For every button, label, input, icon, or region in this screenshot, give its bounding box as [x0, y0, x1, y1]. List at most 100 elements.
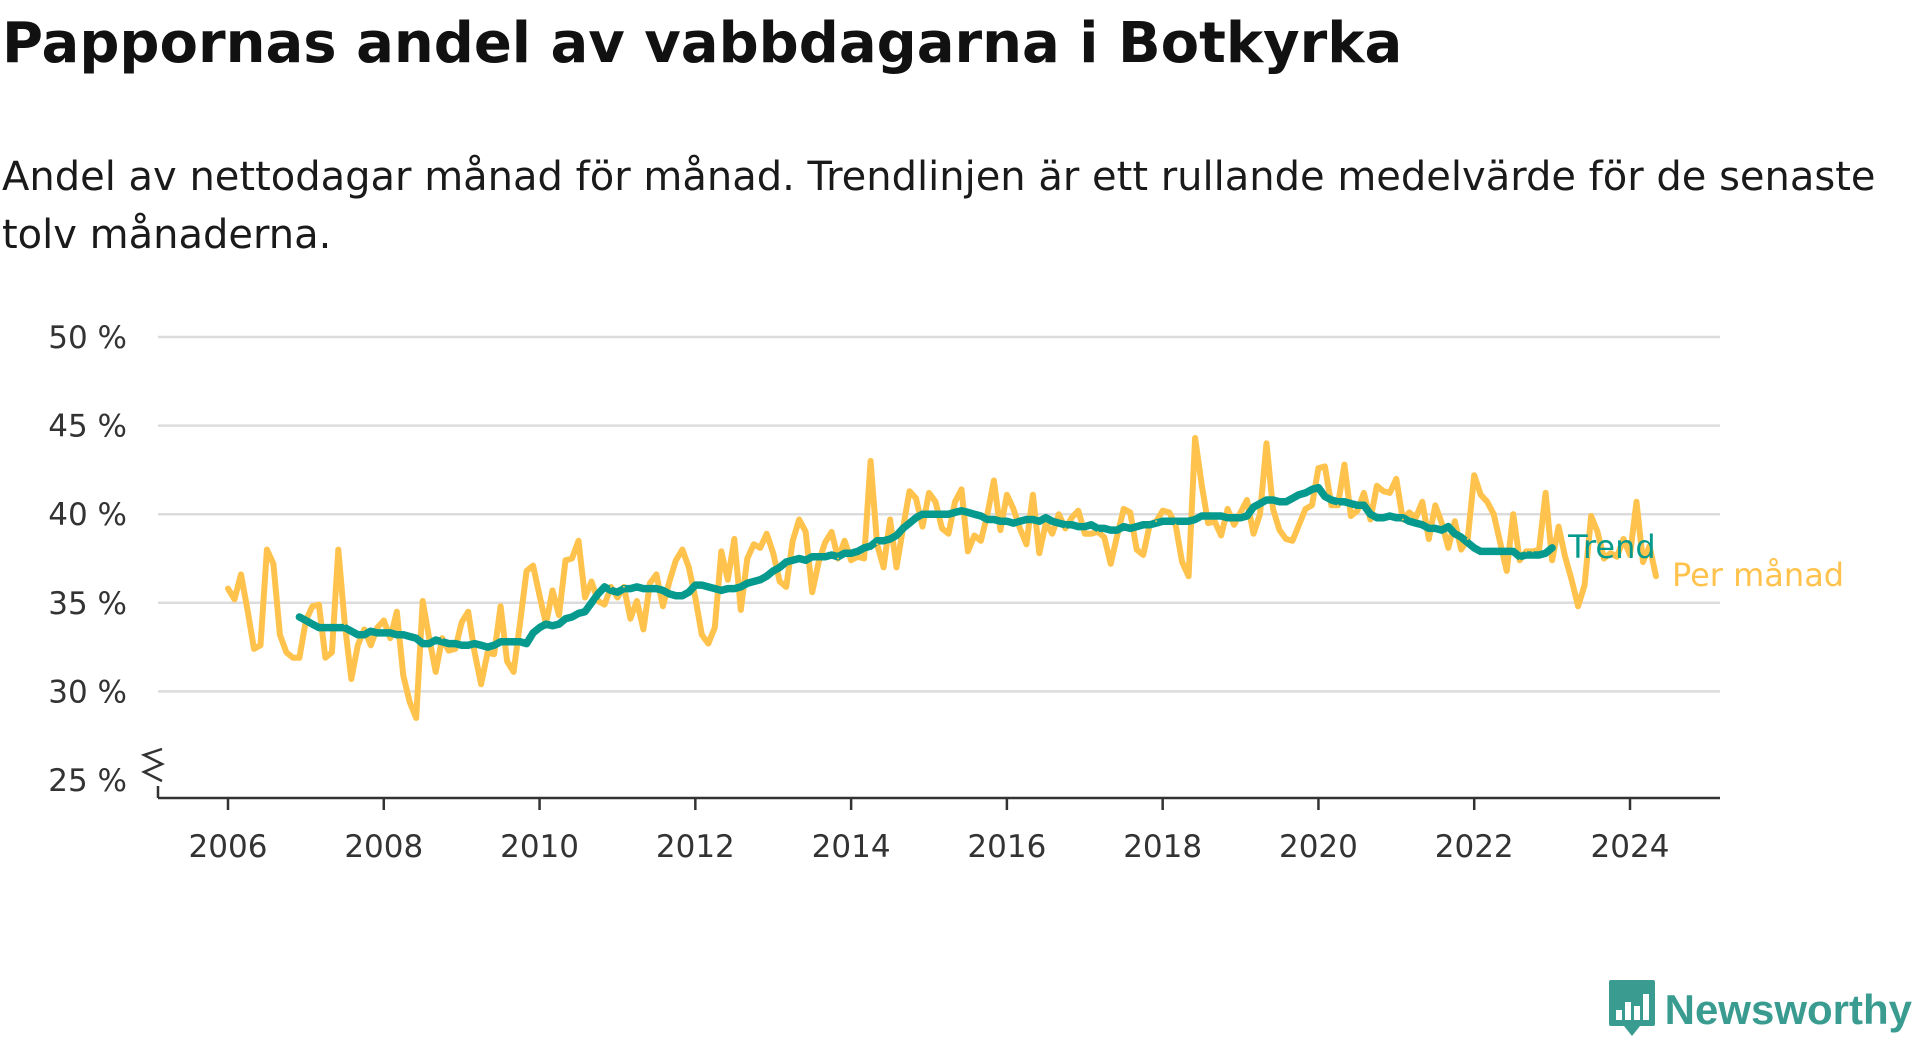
data-point: [603, 603, 606, 606]
data-point: [876, 543, 879, 546]
data-point: [1057, 513, 1060, 516]
data-point: [1155, 522, 1158, 525]
data-point: [519, 640, 522, 643]
data-point: [1194, 518, 1197, 521]
x-tick-label-2012: 2012: [656, 829, 735, 865]
series-label-1: Trend: [1567, 528, 1656, 566]
data-point: [1233, 523, 1236, 526]
data-point: [538, 594, 541, 597]
data-point: [350, 630, 353, 633]
data-point: [1194, 437, 1197, 439]
data-point: [908, 490, 911, 493]
data-point: [791, 559, 794, 562]
x-tick-label-2022: 2022: [1435, 829, 1514, 865]
data-point: [1304, 491, 1307, 494]
data-point: [1278, 529, 1281, 532]
series-line-0: [225, 435, 1659, 721]
data-point: [1330, 504, 1333, 507]
data-point: [1414, 522, 1417, 525]
data-point: [415, 717, 418, 719]
data-point: [1401, 518, 1404, 521]
data-point: [889, 538, 892, 540]
data-point: [1421, 523, 1424, 526]
data-point: [863, 546, 866, 549]
x-tick-label-2024: 2024: [1591, 829, 1670, 865]
data-point: [1648, 545, 1651, 548]
data-point: [1369, 513, 1372, 516]
data-point: [1311, 488, 1313, 491]
data-point: [532, 564, 535, 567]
data-point: [1025, 518, 1028, 521]
data-point: [584, 610, 586, 613]
data-point: [376, 631, 379, 634]
data-point: [1544, 552, 1547, 555]
data-point: [616, 596, 619, 599]
data-point: [973, 534, 976, 537]
data-point: [571, 557, 573, 560]
data-point: [1486, 550, 1489, 553]
data-point: [1505, 569, 1508, 572]
chart-title: Pappornas andel av vabbdagarna i Botkyrk…: [2, 11, 1403, 76]
data-point: [610, 589, 612, 592]
data-point: [584, 596, 586, 599]
data-point: [1246, 515, 1248, 517]
data-point: [356, 633, 359, 636]
data-point: [1070, 516, 1073, 519]
data-point: [642, 587, 645, 590]
data-point: [421, 600, 424, 602]
data-point: [1265, 499, 1268, 501]
data-point: [947, 513, 950, 516]
data-point: [467, 644, 470, 647]
data-point: [311, 605, 314, 608]
data-point: [551, 589, 554, 592]
data-point: [590, 580, 593, 583]
data-point: [480, 644, 483, 647]
data-point: [1512, 513, 1515, 516]
data-point: [1096, 527, 1099, 530]
data-point: [746, 582, 749, 585]
data-point: [856, 555, 859, 558]
data-point: [694, 596, 697, 599]
data-point: [1038, 552, 1041, 555]
data-point: [1531, 550, 1534, 553]
data-point: [1012, 522, 1015, 525]
data-point: [447, 642, 450, 645]
data-point: [1408, 520, 1411, 523]
data-point: [493, 644, 496, 647]
data-point: [811, 591, 814, 594]
data-point: [752, 580, 755, 583]
data-point: [395, 633, 398, 636]
data-point: [343, 623, 346, 626]
data-point: [746, 557, 749, 560]
data-point: [499, 605, 502, 608]
data-point: [837, 555, 840, 558]
data-point: [941, 527, 943, 530]
data-point: [1070, 523, 1073, 526]
data-point: [707, 585, 710, 588]
data-point: [726, 578, 729, 581]
data-point: [1629, 554, 1631, 556]
data-point: [1336, 500, 1339, 503]
data-point: [960, 488, 963, 491]
data-point: [954, 500, 956, 503]
data-point: [1135, 525, 1138, 528]
y-tick-label-30: 30 %: [48, 674, 127, 710]
data-point: [1486, 500, 1489, 503]
data-point: [1492, 513, 1495, 516]
data-point: [1421, 500, 1424, 503]
data-point: [1200, 515, 1203, 517]
data-point: [402, 633, 405, 636]
data-point: [921, 513, 924, 516]
data-point: [1142, 554, 1145, 556]
data-point: [551, 624, 554, 627]
data-point: [895, 534, 898, 537]
data-point: [1051, 520, 1054, 523]
data-point: [811, 555, 814, 558]
data-point: [486, 646, 489, 649]
data-point: [571, 616, 573, 618]
data-point: [519, 621, 522, 624]
data-point: [603, 585, 606, 588]
data-point: [1161, 509, 1164, 512]
series-line-1: [295, 483, 1556, 651]
data-point: [1096, 530, 1099, 533]
